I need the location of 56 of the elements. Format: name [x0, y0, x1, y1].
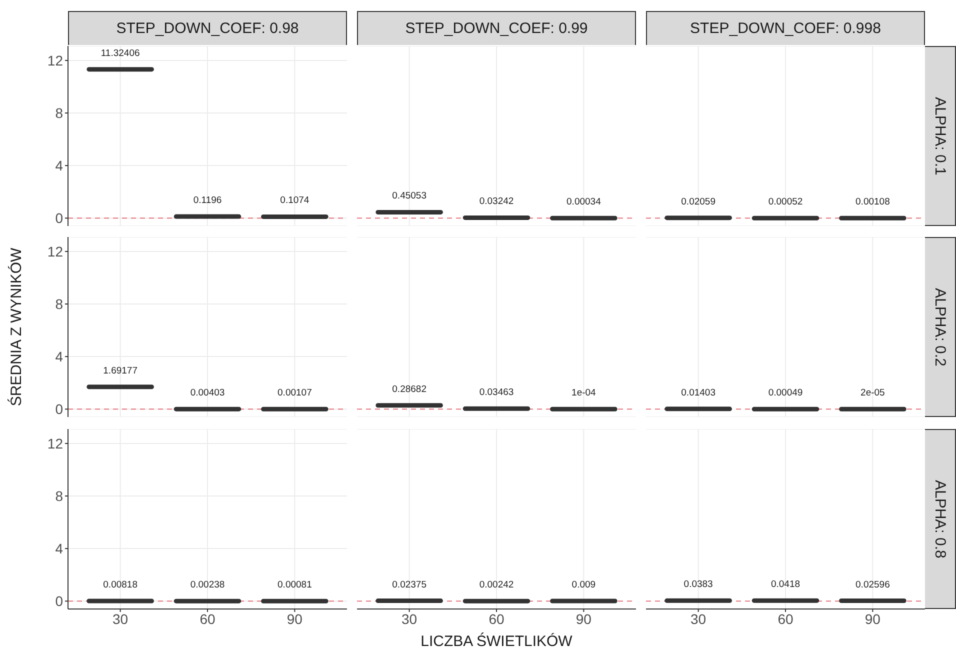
text: 0.00049: [768, 388, 803, 399]
y-tick-label: 8: [55, 296, 64, 312]
text: 0.45053: [392, 190, 426, 202]
y-tick-label: 4: [55, 540, 64, 557]
text: 0.00107: [278, 388, 312, 399]
x-tick-label: 60: [488, 610, 504, 627]
text: 0.03242: [479, 196, 514, 208]
text: 0.00081: [278, 580, 312, 591]
x-tick-label: 90: [576, 610, 592, 627]
y2-axis-title: ALPHA: 0.2: [925, 237, 956, 417]
text: 0.00818: [103, 579, 138, 590]
x-tick-label: 90: [864, 610, 881, 627]
x-tick-label: 60: [200, 610, 216, 627]
text: 0.01403: [681, 387, 716, 398]
text: 0.02059: [681, 196, 716, 208]
y-tick-label: 8: [55, 104, 64, 121]
y-tick-label: 12: [47, 243, 64, 260]
y-tick-label: 8: [55, 488, 64, 504]
y2-axis-title: ALPHA: 0.1: [925, 46, 956, 226]
text: 2e-05: [860, 388, 885, 399]
y-tick-label: 4: [55, 158, 64, 174]
text: 0.28682: [392, 384, 426, 395]
x-tick-label: 30: [690, 610, 706, 627]
chart-title: STEP_DOWN_COEF: 0.998: [646, 11, 925, 45]
x-tick-label: 30: [402, 610, 418, 627]
y-tick-label: 12: [47, 52, 64, 68]
y-tick-label: 12: [47, 435, 64, 452]
text: 0.00034: [566, 196, 601, 208]
x-tick-label: 90: [286, 610, 303, 627]
text: 1e-04: [572, 388, 596, 399]
text: 0.00403: [190, 388, 225, 399]
text: 0.0383: [684, 579, 713, 590]
text: 0.1196: [193, 195, 222, 206]
y-axis-title: ŚREDNIA Z WYNIKÓW: [8, 246, 26, 408]
text: 0.009: [572, 579, 596, 590]
text: 0.02375: [392, 579, 426, 590]
text: 11.32406: [100, 48, 140, 59]
y2-axis-title: ALPHA: 0.8: [925, 429, 956, 609]
y-tick-label: 0: [55, 593, 64, 610]
x-tick-label: 60: [778, 610, 794, 627]
y-tick-label: 4: [55, 348, 64, 365]
text: 0.02596: [856, 579, 890, 590]
y-tick-label: 0: [55, 401, 64, 418]
chart-title: STEP_DOWN_COEF: 0.99: [357, 11, 636, 45]
text: 0.00052: [768, 196, 803, 208]
x-axis-title: LICZBA ŚWIETLIKÓW: [420, 633, 574, 650]
x-tick-label: 30: [112, 610, 128, 627]
text: 0.00108: [856, 196, 890, 208]
text: 0.03463: [479, 387, 514, 398]
y-tick-label: 0: [55, 210, 64, 226]
chart-title: STEP_DOWN_COEF: 0.98: [68, 11, 347, 45]
text: 0.1074: [280, 195, 310, 206]
text: 0.00238: [190, 580, 225, 591]
text: 0.0418: [770, 579, 800, 590]
text: 1.69177: [103, 365, 138, 376]
text: 0.00242: [479, 580, 514, 591]
